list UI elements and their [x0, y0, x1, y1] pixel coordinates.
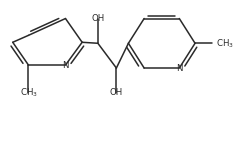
- Text: N: N: [176, 63, 183, 73]
- Text: OH: OH: [91, 14, 105, 23]
- Text: N: N: [62, 60, 69, 70]
- Text: CH$_3$: CH$_3$: [20, 86, 37, 99]
- Text: CH$_3$: CH$_3$: [216, 37, 234, 50]
- Text: OH: OH: [110, 88, 123, 97]
